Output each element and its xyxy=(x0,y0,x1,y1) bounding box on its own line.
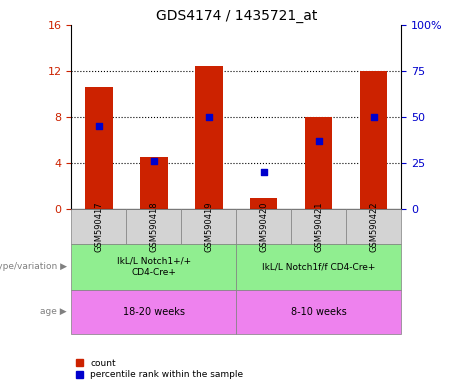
Text: GSM590419: GSM590419 xyxy=(204,201,213,252)
Text: GSM590418: GSM590418 xyxy=(149,201,159,252)
Point xyxy=(150,158,158,164)
Text: 8-10 weeks: 8-10 weeks xyxy=(291,307,347,317)
Text: GSM590420: GSM590420 xyxy=(259,201,268,252)
Text: IkL/L Notch1+/+
CD4-Cre+: IkL/L Notch1+/+ CD4-Cre+ xyxy=(117,257,191,277)
Point xyxy=(95,123,103,129)
Bar xyxy=(250,198,278,209)
Text: 18-20 weeks: 18-20 weeks xyxy=(123,307,185,317)
Text: age ▶: age ▶ xyxy=(40,308,67,316)
Text: GSM590422: GSM590422 xyxy=(369,201,378,252)
Text: IkL/L Notch1f/f CD4-Cre+: IkL/L Notch1f/f CD4-Cre+ xyxy=(262,262,375,271)
Legend: count, percentile rank within the sample: count, percentile rank within the sample xyxy=(76,359,243,379)
Point xyxy=(260,169,267,175)
Bar xyxy=(360,71,387,209)
Point xyxy=(370,114,377,120)
Point xyxy=(315,138,322,144)
Bar xyxy=(305,117,332,209)
Title: GDS4174 / 1435721_at: GDS4174 / 1435721_at xyxy=(155,8,317,23)
Text: genotype/variation ▶: genotype/variation ▶ xyxy=(0,262,67,271)
Bar xyxy=(140,157,168,209)
Point xyxy=(205,114,213,120)
Text: GSM590421: GSM590421 xyxy=(314,201,323,252)
Text: GSM590417: GSM590417 xyxy=(95,201,103,252)
Bar xyxy=(85,87,112,209)
Bar xyxy=(195,66,223,209)
